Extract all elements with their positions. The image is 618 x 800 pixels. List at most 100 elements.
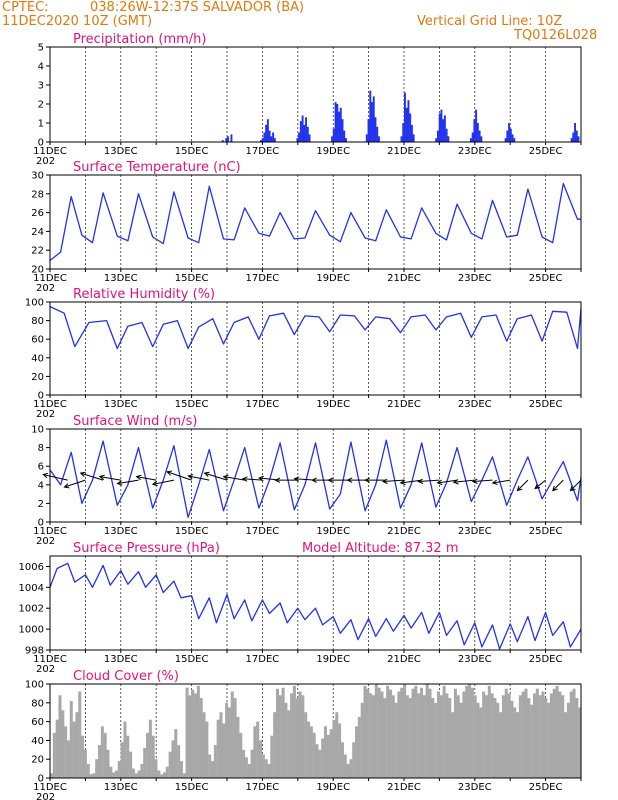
precip-bar bbox=[577, 136, 580, 142]
x-tick-label: 25DEC bbox=[529, 526, 563, 537]
cloud-bar bbox=[349, 759, 353, 778]
cloud-bar bbox=[360, 702, 364, 778]
wind-arrowhead bbox=[258, 475, 264, 482]
cloud-bar bbox=[137, 770, 141, 778]
y-tick-label: 1000 bbox=[19, 625, 44, 636]
wind-vector bbox=[152, 479, 174, 485]
wind-arrowhead bbox=[452, 479, 459, 485]
panel-frame bbox=[49, 428, 582, 523]
panel-6: Cloud Cover (%) 0 20 40 60 80 100 11DEC 13DEC 15D… bbox=[25, 669, 582, 800]
cloud-bar bbox=[335, 712, 339, 778]
cloud-bar bbox=[479, 707, 483, 778]
cloud-bar bbox=[106, 749, 110, 778]
cloud-bar bbox=[188, 695, 192, 778]
y-tick-label: 0 bbox=[38, 391, 44, 402]
y-tick-label: 5 bbox=[38, 43, 44, 54]
cloud-bar bbox=[129, 751, 133, 778]
series-line bbox=[49, 306, 582, 350]
x-tick-label: 17DEC bbox=[246, 782, 280, 793]
cloud-bar bbox=[400, 687, 404, 778]
precip-bar bbox=[273, 138, 276, 142]
cloud-bar bbox=[168, 751, 172, 778]
cloud-bar bbox=[445, 693, 449, 778]
precip-bar bbox=[445, 128, 448, 142]
cloud-bar bbox=[123, 721, 127, 778]
x-tick-label: 21DEC bbox=[387, 526, 421, 537]
wind-arrowhead bbox=[327, 477, 334, 483]
cloud-bar bbox=[555, 685, 559, 778]
cloud-bar bbox=[315, 744, 319, 778]
precip-bar bbox=[508, 123, 511, 142]
cloud-bar bbox=[58, 695, 62, 778]
cloud-bar bbox=[482, 691, 486, 778]
y-tick-label: 10 bbox=[31, 425, 44, 436]
panels: Precipitation (mm/h) 0 1 2 3 4 5 11DEC 13DEC 15DE… bbox=[19, 32, 582, 800]
cloud-bar bbox=[202, 712, 206, 778]
x-tick-label: 15DEC bbox=[175, 782, 209, 793]
cloud-bar bbox=[196, 685, 200, 778]
x-tick-label: 17DEC bbox=[246, 146, 280, 157]
panel-4: Surface Wind (m/s) 0 2 4 6 8 10 11DEC 13DEC 15DEC… bbox=[31, 414, 582, 547]
precip-bar bbox=[345, 138, 347, 142]
x-tick-label: 25DEC bbox=[529, 654, 563, 665]
precip-bar bbox=[301, 115, 304, 142]
wind-arrowhead bbox=[436, 479, 443, 486]
x-tick-label: 13DEC bbox=[104, 399, 138, 410]
precip-bar bbox=[376, 126, 379, 142]
y-tick-label: 40 bbox=[31, 353, 44, 364]
wind-vector bbox=[534, 479, 546, 489]
cloud-bar bbox=[86, 763, 90, 778]
cloud-bar bbox=[521, 691, 525, 778]
cloud-bar bbox=[298, 691, 302, 778]
wind-arrowhead bbox=[151, 480, 158, 487]
wind-arrowhead bbox=[417, 478, 424, 484]
cloud-bar bbox=[386, 685, 390, 778]
precip-bar bbox=[438, 113, 441, 142]
cloud-bar bbox=[374, 684, 378, 778]
precip-bar bbox=[506, 130, 509, 142]
cloud-bar bbox=[157, 770, 161, 778]
cloud-bar bbox=[318, 749, 322, 778]
cloud-bar bbox=[307, 721, 311, 778]
wind-vector bbox=[43, 474, 68, 481]
wind-arrowhead bbox=[135, 474, 142, 481]
cloud-bar bbox=[321, 738, 325, 778]
cloud-bar bbox=[366, 688, 370, 778]
y-tick-label: 0 bbox=[38, 774, 44, 785]
cloud-bar bbox=[275, 688, 279, 778]
cloud-bar bbox=[64, 726, 68, 778]
cloud-bar bbox=[273, 712, 277, 778]
cloud-bar bbox=[496, 702, 500, 778]
cloud-bar bbox=[417, 693, 421, 778]
x-tick-label: 13DEC bbox=[104, 526, 138, 537]
wind-arrowhead bbox=[381, 478, 388, 484]
precip-bar bbox=[225, 138, 228, 142]
cloud-bar bbox=[295, 698, 299, 778]
precip-bar bbox=[478, 130, 481, 142]
cloud-bar bbox=[566, 702, 570, 778]
cloud-bar bbox=[261, 754, 265, 778]
precip-bar bbox=[308, 134, 311, 142]
source-label: CPTEC: bbox=[2, 0, 49, 15]
x-tick-label: 23DEC bbox=[458, 654, 492, 665]
cloud-bar bbox=[177, 745, 181, 778]
wind-vector bbox=[242, 478, 263, 481]
cloud-bar bbox=[493, 698, 497, 778]
precip-bar bbox=[305, 117, 308, 142]
cloud-bar bbox=[363, 685, 367, 778]
precip-bar bbox=[473, 119, 476, 142]
y-tick-label: 1 bbox=[38, 119, 44, 130]
cloud-bar bbox=[72, 721, 76, 778]
year-fragment: 202 bbox=[36, 536, 55, 547]
cloud-bar bbox=[290, 693, 294, 778]
x-tick-label: 23DEC bbox=[458, 782, 492, 793]
cloud-bar bbox=[499, 712, 503, 778]
run-code: TQ0126L028 bbox=[513, 28, 597, 43]
wind-vector bbox=[136, 476, 157, 481]
precip-bar bbox=[409, 113, 412, 142]
precip-bar bbox=[334, 102, 337, 142]
precip-bar bbox=[402, 123, 405, 142]
x-tick-label: 17DEC bbox=[246, 399, 280, 410]
series-line bbox=[49, 182, 581, 262]
cloud-bar bbox=[487, 685, 491, 778]
